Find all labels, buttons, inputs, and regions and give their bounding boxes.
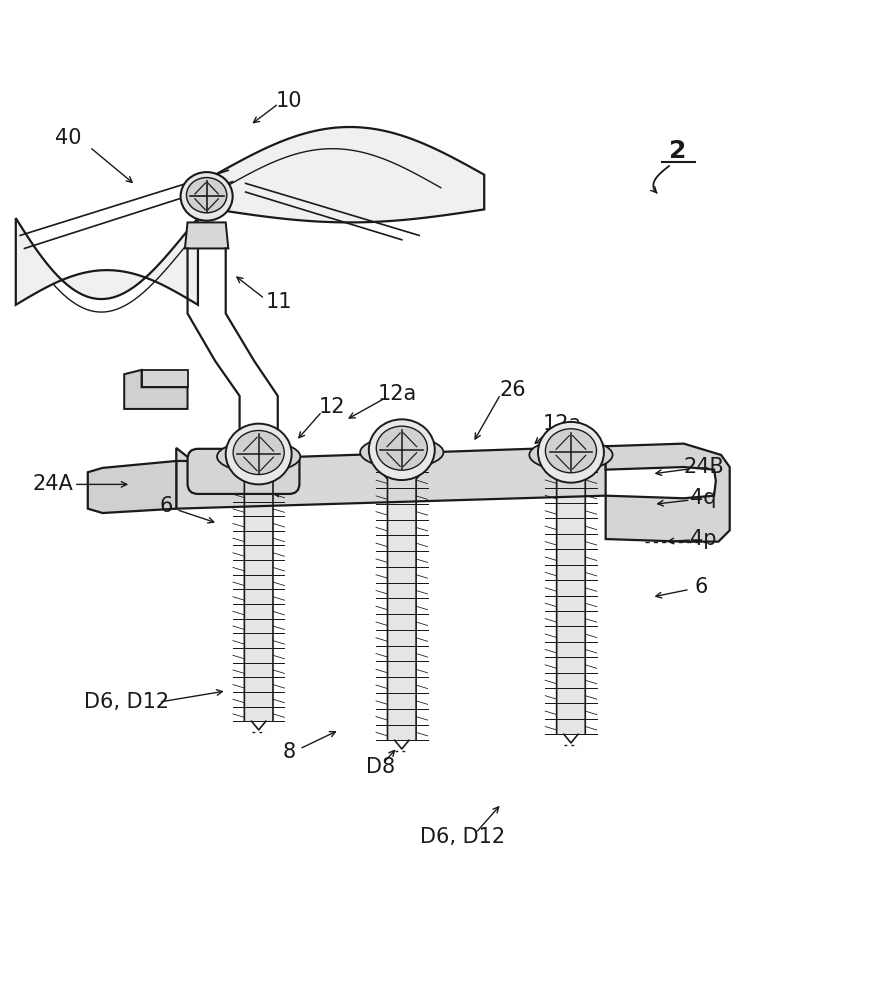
Text: D6, D12: D6, D12 (85, 692, 169, 712)
Text: 12: 12 (569, 434, 595, 454)
Polygon shape (16, 218, 198, 305)
Text: D8: D8 (366, 757, 395, 777)
Ellipse shape (217, 441, 300, 472)
Text: 4q: 4q (691, 488, 717, 508)
Text: 10: 10 (276, 91, 302, 111)
FancyBboxPatch shape (188, 449, 299, 494)
Text: 4: 4 (409, 425, 422, 445)
Polygon shape (176, 448, 278, 496)
Ellipse shape (226, 424, 292, 484)
Polygon shape (124, 370, 188, 409)
Text: 12: 12 (320, 397, 346, 417)
Text: 12a: 12a (543, 414, 582, 434)
Polygon shape (606, 444, 730, 542)
Ellipse shape (529, 439, 613, 471)
Polygon shape (141, 370, 188, 387)
Polygon shape (176, 446, 606, 509)
Text: 2: 2 (669, 139, 686, 163)
Bar (557, 472, 585, 734)
Ellipse shape (187, 178, 227, 213)
Text: 11: 11 (265, 292, 292, 312)
Ellipse shape (361, 437, 443, 468)
Text: 8: 8 (283, 742, 296, 762)
Text: 24A: 24A (32, 474, 73, 494)
Ellipse shape (181, 172, 232, 221)
Ellipse shape (234, 447, 284, 466)
Text: D6, D12: D6, D12 (420, 827, 505, 847)
Text: 40: 40 (55, 128, 81, 148)
Polygon shape (185, 222, 229, 248)
Text: 4p: 4p (691, 529, 717, 549)
Ellipse shape (546, 446, 596, 464)
Text: 6: 6 (694, 577, 708, 597)
Text: 26: 26 (499, 380, 526, 400)
Ellipse shape (376, 426, 428, 470)
Text: 12a: 12a (378, 384, 417, 404)
Ellipse shape (233, 430, 285, 475)
Ellipse shape (538, 422, 604, 483)
Bar (388, 472, 416, 740)
Ellipse shape (546, 429, 596, 473)
Polygon shape (216, 127, 485, 222)
Ellipse shape (377, 443, 427, 462)
Text: 6: 6 (159, 496, 173, 516)
Bar (244, 472, 273, 721)
Polygon shape (88, 461, 176, 513)
Ellipse shape (368, 419, 435, 480)
Text: 24B: 24B (684, 457, 724, 477)
